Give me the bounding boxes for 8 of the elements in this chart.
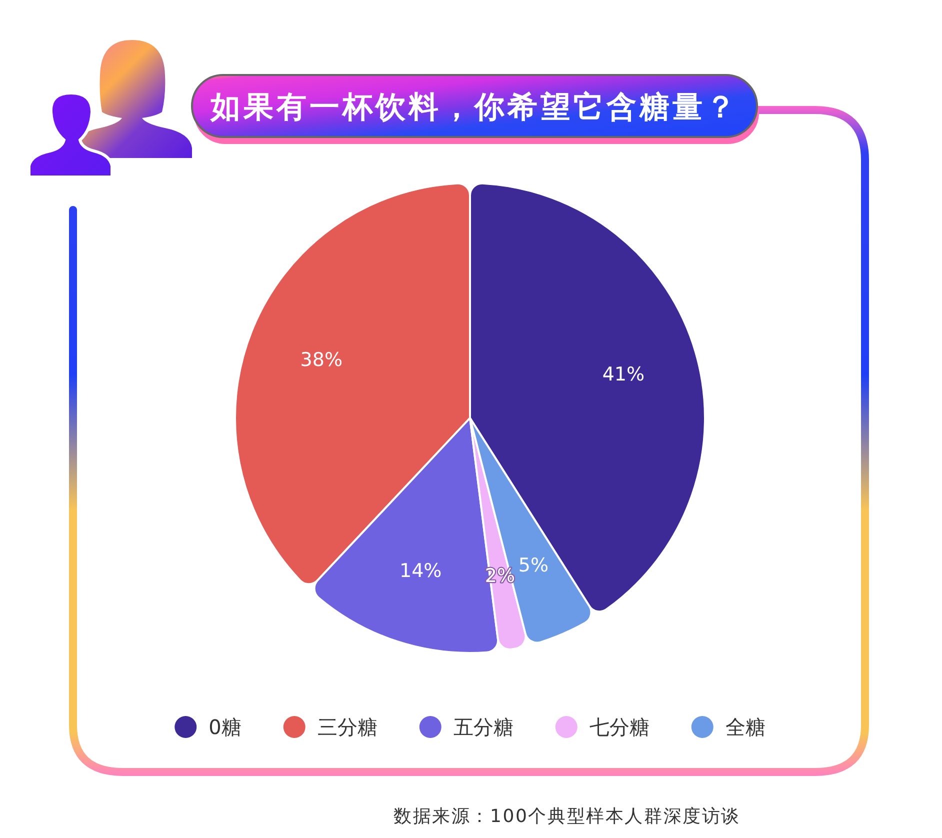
- chart-title: 如果有一杯饮料，你希望它含糖量？: [210, 90, 738, 125]
- legend-label: 七分糖: [589, 715, 650, 739]
- title: 如果有一杯饮料，你希望它含糖量？: [191, 74, 759, 144]
- annotation: 数据来源：100个典型样本人群深度访谈: [393, 806, 741, 827]
- legend-label: 三分糖: [317, 715, 378, 739]
- legend-label: 全糖: [725, 715, 766, 739]
- legend-label: 0糖: [208, 715, 242, 739]
- legend-label: 五分糖: [453, 715, 514, 739]
